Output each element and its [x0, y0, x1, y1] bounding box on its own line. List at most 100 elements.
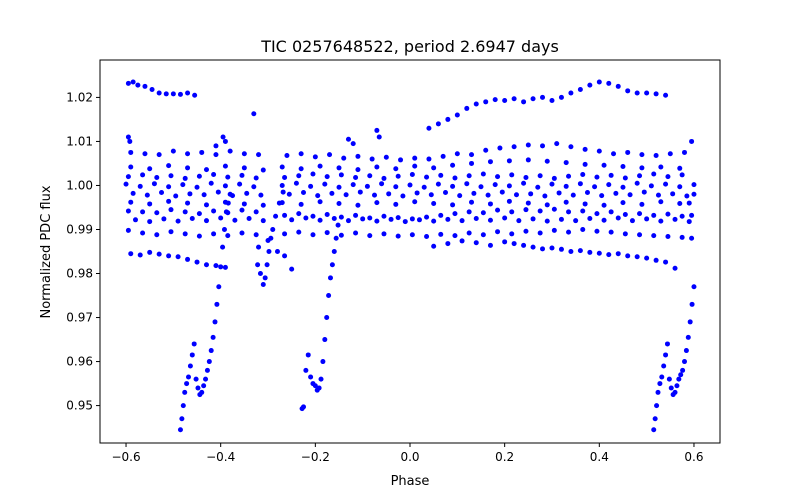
data-point — [666, 376, 672, 382]
data-point — [244, 190, 250, 196]
data-point — [301, 190, 307, 196]
data-point — [525, 200, 531, 206]
data-point — [450, 183, 456, 189]
data-point — [608, 172, 614, 178]
data-point — [412, 163, 418, 169]
data-point — [654, 403, 660, 409]
data-point — [424, 214, 430, 220]
data-point — [218, 264, 224, 270]
data-point — [374, 127, 380, 133]
data-point — [223, 209, 229, 215]
data-point — [431, 201, 437, 207]
data-point — [246, 215, 252, 221]
data-point — [149, 86, 155, 92]
data-point — [312, 383, 318, 389]
data-point — [549, 98, 555, 104]
y-tick-label: 0.98 — [66, 267, 93, 281]
data-point — [506, 158, 512, 164]
data-point — [487, 159, 493, 165]
data-point — [193, 376, 199, 382]
data-point — [644, 255, 650, 261]
x-axis-ticks: −0.6 −0.4 −0.2 0.0 0.2 0.4 0.6 — [111, 443, 704, 464]
data-point — [393, 201, 399, 207]
data-point — [689, 301, 695, 307]
data-point — [677, 184, 683, 190]
data-point — [239, 172, 245, 178]
data-point — [687, 319, 693, 325]
y-tick-label: 1.00 — [66, 178, 93, 192]
data-point — [163, 91, 169, 97]
data-point — [580, 226, 586, 232]
data-point — [606, 80, 612, 86]
series-band-1.007 — [128, 141, 688, 163]
data-point — [551, 175, 557, 181]
data-point — [191, 341, 197, 347]
data-point — [257, 271, 263, 277]
data-point — [540, 94, 546, 100]
data-point — [679, 172, 685, 178]
data-point — [293, 180, 299, 186]
data-point — [140, 172, 146, 178]
data-point — [303, 367, 309, 373]
data-point — [466, 209, 472, 215]
y-tick-label: 1.01 — [66, 134, 93, 148]
data-point — [393, 184, 399, 190]
data-point — [480, 232, 486, 238]
data-point — [584, 190, 590, 196]
data-point — [506, 198, 512, 204]
data-point — [260, 282, 266, 288]
data-point — [549, 181, 555, 187]
data-point — [683, 348, 689, 354]
data-point — [594, 211, 600, 217]
data-point — [289, 266, 295, 272]
data-point — [218, 215, 224, 221]
data-point — [355, 202, 361, 208]
data-point — [601, 162, 607, 168]
data-point — [161, 216, 167, 222]
data-point — [386, 191, 392, 197]
data-point — [450, 202, 456, 208]
data-point — [452, 211, 458, 217]
data-point — [180, 182, 186, 188]
data-point — [203, 218, 209, 224]
data-point — [214, 301, 220, 307]
data-point — [320, 359, 326, 365]
data-point — [199, 389, 205, 395]
data-point — [416, 217, 422, 223]
data-point — [241, 165, 247, 171]
data-point — [502, 239, 508, 245]
data-point — [208, 180, 214, 186]
data-point — [639, 165, 645, 171]
data-point — [137, 183, 143, 189]
data-point — [528, 191, 534, 197]
data-point — [274, 249, 280, 254]
data-point — [310, 232, 316, 238]
data-point — [182, 389, 188, 395]
data-point — [485, 192, 491, 198]
data-point — [558, 246, 564, 252]
data-point — [353, 212, 359, 218]
data-point — [154, 210, 160, 216]
x-axis-label: Phase — [391, 474, 430, 489]
data-point — [544, 202, 550, 208]
data-point — [128, 164, 134, 170]
data-point — [206, 359, 212, 365]
data-point — [265, 237, 271, 243]
data-point — [324, 212, 330, 218]
data-point — [201, 192, 207, 198]
data-point — [677, 201, 683, 207]
data-point — [128, 199, 134, 205]
data-point — [180, 403, 186, 409]
data-point — [464, 105, 470, 111]
data-point — [663, 92, 669, 98]
data-point — [166, 253, 172, 259]
series-band-0.998 — [130, 189, 690, 199]
series-upper-band — [125, 79, 669, 131]
data-point — [464, 181, 470, 187]
data-point — [558, 94, 564, 100]
data-point — [670, 191, 676, 197]
data-point — [260, 218, 266, 224]
data-point — [587, 82, 593, 88]
data-point — [431, 165, 437, 171]
data-point — [196, 173, 202, 179]
